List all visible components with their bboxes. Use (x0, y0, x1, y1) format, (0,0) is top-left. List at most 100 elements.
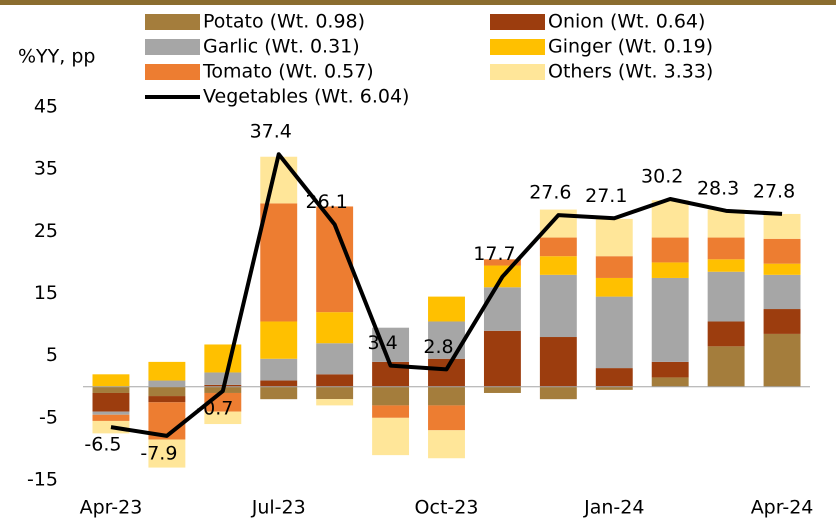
data-label: 27.8 (753, 180, 795, 202)
line-series (110, 152, 783, 438)
x-tick-label: Apr-24 (751, 497, 814, 519)
data-label: 37.4 (250, 121, 292, 143)
bar-segment (316, 312, 354, 344)
x-tick-label: Apr-23 (80, 497, 143, 519)
legend-swatch (145, 14, 200, 30)
bar-segment (428, 296, 465, 322)
bar-segment (372, 386, 410, 406)
bar-segment (92, 386, 130, 393)
data-label: 27.6 (529, 182, 571, 204)
bar-segment (260, 386, 298, 400)
x-tick-label: Oct-23 (415, 497, 479, 519)
bar-segment (316, 386, 354, 400)
y-tick-label: 45 (34, 96, 58, 118)
bar-segment (260, 321, 298, 359)
bar-segment (428, 358, 465, 387)
legend-swatch (145, 64, 200, 80)
bar-segment (372, 417, 410, 456)
bar-segment (260, 203, 298, 322)
bar-segment (204, 411, 242, 425)
bar-segment (483, 330, 521, 387)
bar-segment (428, 386, 465, 406)
y-tick-label: -5 (39, 406, 58, 428)
y-tick-label: -15 (27, 469, 58, 491)
legend-label: Ginger (Wt. 0.19) (548, 36, 713, 58)
x-tick-label: Jan-24 (583, 497, 644, 519)
legend-swatch (490, 14, 545, 30)
bar-segment (539, 337, 577, 387)
y-tick-label: 35 (34, 158, 58, 180)
bar-segment (428, 430, 465, 459)
bar-segment (651, 277, 689, 362)
data-label: -6.5 (84, 434, 121, 456)
bar-segment (204, 372, 242, 385)
bar-segment (539, 237, 577, 257)
bar-segment (651, 237, 689, 263)
bar-segment (595, 277, 633, 297)
bar-segment (595, 256, 633, 278)
bar-segment (651, 361, 689, 378)
bar-segment (595, 386, 633, 390)
data-label: 28.3 (697, 177, 739, 199)
bar-segment (763, 263, 801, 275)
legend-label: Garlic (Wt. 0.31) (203, 36, 360, 58)
y-tick-label: 5 (46, 344, 58, 366)
bar-segment (148, 361, 186, 381)
bar-segment (316, 343, 354, 375)
legend-label: Onion (Wt. 0.64) (548, 11, 705, 33)
data-label: 30.2 (641, 166, 683, 188)
top-rule (0, 0, 836, 5)
data-label: -0.7 (196, 398, 233, 420)
data-label: 26.1 (305, 191, 347, 213)
bar-segment (316, 374, 354, 387)
bar-segment (372, 405, 410, 418)
bar-segment (539, 386, 577, 400)
bar-segment (92, 392, 130, 412)
bar-segment (92, 374, 130, 387)
bar-segment (763, 333, 801, 387)
bar-segment (260, 380, 298, 387)
data-label: 2.8 (423, 336, 453, 358)
bar-segment (763, 213, 801, 239)
legend-swatch (490, 39, 545, 55)
bar-segment (763, 309, 801, 334)
bar-segment (651, 200, 689, 238)
bar-segment (651, 377, 689, 387)
data-label: 17.7 (473, 243, 515, 265)
bar-segment (148, 396, 186, 403)
data-label: 27.1 (585, 185, 627, 207)
bar-segment (148, 439, 186, 468)
bar-segment (595, 296, 633, 369)
y-tick-label: 25 (34, 220, 58, 242)
bar-segment (483, 287, 521, 331)
y-tick-label: 15 (34, 282, 58, 304)
bar-segment (483, 259, 521, 266)
bar-segment (763, 274, 801, 310)
bar-segment (707, 271, 745, 322)
legend-label: Potato (Wt. 0.98) (203, 11, 365, 33)
legend-label: Vegetables (Wt. 6.04) (203, 86, 409, 108)
bar-segment (92, 414, 130, 421)
bar-segment (539, 274, 577, 338)
bar-segment (260, 358, 298, 381)
legend-label: Tomato (Wt. 0.57) (202, 61, 374, 83)
bar-segment (539, 256, 577, 275)
bar-segment (148, 380, 186, 387)
bar-segment (148, 386, 186, 397)
bar-segment (707, 259, 745, 272)
bar-segment (707, 321, 745, 347)
x-tick-label: Jul-23 (251, 497, 306, 519)
legend-swatch (145, 39, 200, 55)
legend-swatch (490, 64, 545, 80)
bar-segment (707, 237, 745, 260)
legend-label: Others (Wt. 3.33) (548, 61, 713, 83)
bar-segment (595, 218, 633, 257)
bar-segment (92, 411, 130, 415)
bar-segment (707, 209, 745, 238)
bar-segment (483, 386, 521, 393)
bar-segment (204, 344, 242, 373)
bar-segment (651, 262, 689, 278)
bar-segment (707, 346, 745, 387)
data-label: -7.9 (140, 442, 177, 464)
